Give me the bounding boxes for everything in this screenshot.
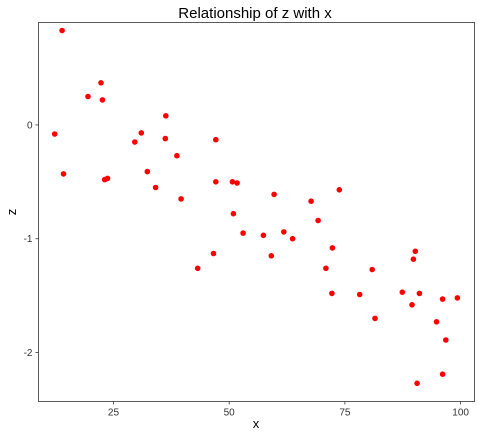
data-point bbox=[414, 380, 420, 387]
data-point bbox=[229, 179, 236, 185]
data-point bbox=[99, 97, 106, 103]
data-point bbox=[308, 198, 314, 204]
data-point bbox=[174, 152, 180, 159]
y-axis-label: z bbox=[4, 209, 19, 216]
data-point bbox=[399, 289, 406, 296]
data-point bbox=[210, 250, 217, 257]
x-axis-label: x bbox=[253, 416, 260, 431]
data-point bbox=[369, 266, 376, 273]
data-point bbox=[443, 337, 449, 343]
data-point bbox=[163, 113, 169, 119]
x-axis: 25 50 75 100 bbox=[108, 401, 469, 419]
data-point bbox=[356, 291, 363, 298]
data-point bbox=[268, 253, 275, 259]
data-point bbox=[336, 187, 343, 193]
y-tick-label: -2 bbox=[24, 348, 33, 359]
x-tick-label: 50 bbox=[224, 408, 236, 419]
data-point bbox=[260, 232, 267, 239]
y-tick-label: 0 bbox=[27, 120, 33, 131]
data-point bbox=[271, 191, 277, 198]
data-point bbox=[98, 80, 104, 86]
data-point bbox=[409, 302, 415, 308]
data-point bbox=[152, 184, 159, 191]
data-point bbox=[439, 371, 446, 378]
data-point bbox=[59, 27, 65, 34]
y-axis: 0 -1 -2 bbox=[24, 120, 39, 359]
plot-panel bbox=[38, 22, 475, 402]
data-point bbox=[329, 245, 336, 251]
data-point bbox=[323, 265, 329, 272]
data-point bbox=[178, 196, 184, 202]
data-point bbox=[289, 235, 296, 242]
y-tick-label: -1 bbox=[24, 234, 33, 245]
x-tick-label: 25 bbox=[108, 408, 120, 419]
data-point bbox=[85, 93, 91, 100]
data-point bbox=[230, 210, 237, 217]
data-point bbox=[281, 229, 287, 235]
data-point bbox=[213, 179, 219, 185]
data-point bbox=[240, 230, 246, 236]
data-point bbox=[132, 139, 138, 145]
data-point bbox=[329, 290, 335, 297]
data-point bbox=[372, 315, 378, 322]
data-point bbox=[194, 265, 201, 272]
x-tick-label: 100 bbox=[452, 408, 469, 419]
data-points bbox=[51, 27, 461, 387]
data-point bbox=[104, 175, 111, 182]
data-point bbox=[439, 296, 446, 302]
data-point bbox=[51, 131, 58, 137]
data-point bbox=[138, 130, 145, 136]
data-point bbox=[315, 217, 321, 224]
chart-title: Relationship of z with x bbox=[178, 5, 332, 22]
x-tick-label: 75 bbox=[339, 408, 351, 419]
data-point bbox=[144, 168, 151, 175]
data-point bbox=[433, 319, 440, 325]
data-point bbox=[60, 171, 67, 177]
data-point bbox=[454, 295, 461, 301]
data-point bbox=[416, 290, 423, 297]
data-point bbox=[213, 136, 219, 143]
data-point bbox=[162, 135, 169, 142]
data-point bbox=[234, 180, 240, 186]
data-point bbox=[410, 256, 417, 263]
data-point bbox=[412, 248, 419, 255]
